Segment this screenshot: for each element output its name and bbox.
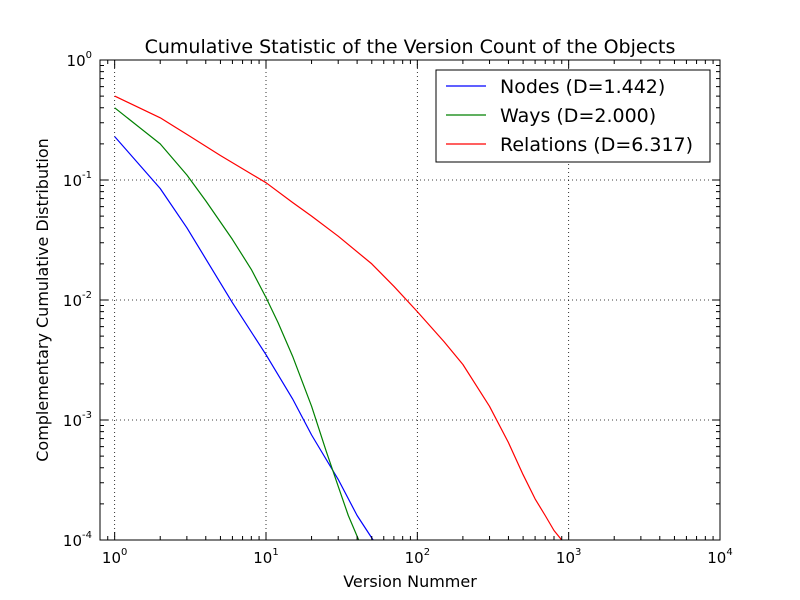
y-tick-exp: -4 [82, 530, 92, 541]
x-tick-exp: 4 [726, 547, 732, 558]
y-tick-base: 10 [63, 532, 82, 550]
series-line-0 [114, 136, 374, 541]
y-tick-base: 10 [63, 412, 82, 430]
x-tick-base: 10 [707, 549, 726, 567]
y-tick-base: 10 [67, 52, 86, 70]
y-tick-base: 10 [63, 172, 82, 190]
x-tick-label: 102 [405, 547, 430, 567]
x-tick-base: 10 [405, 549, 424, 567]
legend: Nodes (D=1.442) Ways (D=2.000) Relations (… [435, 69, 711, 163]
y-axis-title: Complementary Cumulative Distribution [33, 138, 52, 462]
x-tick-label: 104 [707, 547, 732, 567]
x-tick-exp: 3 [575, 547, 581, 558]
y-tick-label: 100 [67, 50, 92, 70]
y-tick-label: 10-1 [63, 170, 92, 190]
x-axis-title: Version Nummer [343, 572, 477, 591]
series-line-1 [114, 107, 360, 541]
series-line-2 [114, 95, 563, 541]
y-tick-exp: -2 [82, 290, 92, 301]
chart-title: Cumulative Statistic of the Version Coun… [145, 36, 676, 58]
y-tick-base: 10 [63, 292, 82, 310]
y-tick-exp: -1 [82, 170, 92, 181]
x-tick-exp: 1 [272, 547, 278, 558]
legend-box [435, 69, 711, 163]
y-tick-label: 10-2 [63, 290, 92, 310]
legend-label-1: Ways (D=2.000) [500, 105, 656, 127]
x-tick-base: 10 [102, 549, 121, 567]
x-tick-base: 10 [253, 549, 272, 567]
x-tick-exp: 2 [424, 547, 430, 558]
y-tick-exp: 0 [86, 50, 92, 61]
series-lines [114, 95, 563, 541]
y-tick-label: 10-4 [63, 530, 92, 550]
x-tick-label: 100 [102, 547, 127, 567]
x-tick-base: 10 [556, 549, 575, 567]
x-tick-label: 103 [556, 547, 581, 567]
y-tick-label: 10-3 [63, 410, 92, 430]
y-tick-exp: -3 [82, 410, 92, 421]
legend-label-0: Nodes (D=1.442) [500, 76, 665, 98]
x-tick-label: 101 [253, 547, 278, 567]
x-tick-exp: 0 [121, 547, 127, 558]
legend-label-2: Relations (D=6.317) [500, 134, 693, 156]
